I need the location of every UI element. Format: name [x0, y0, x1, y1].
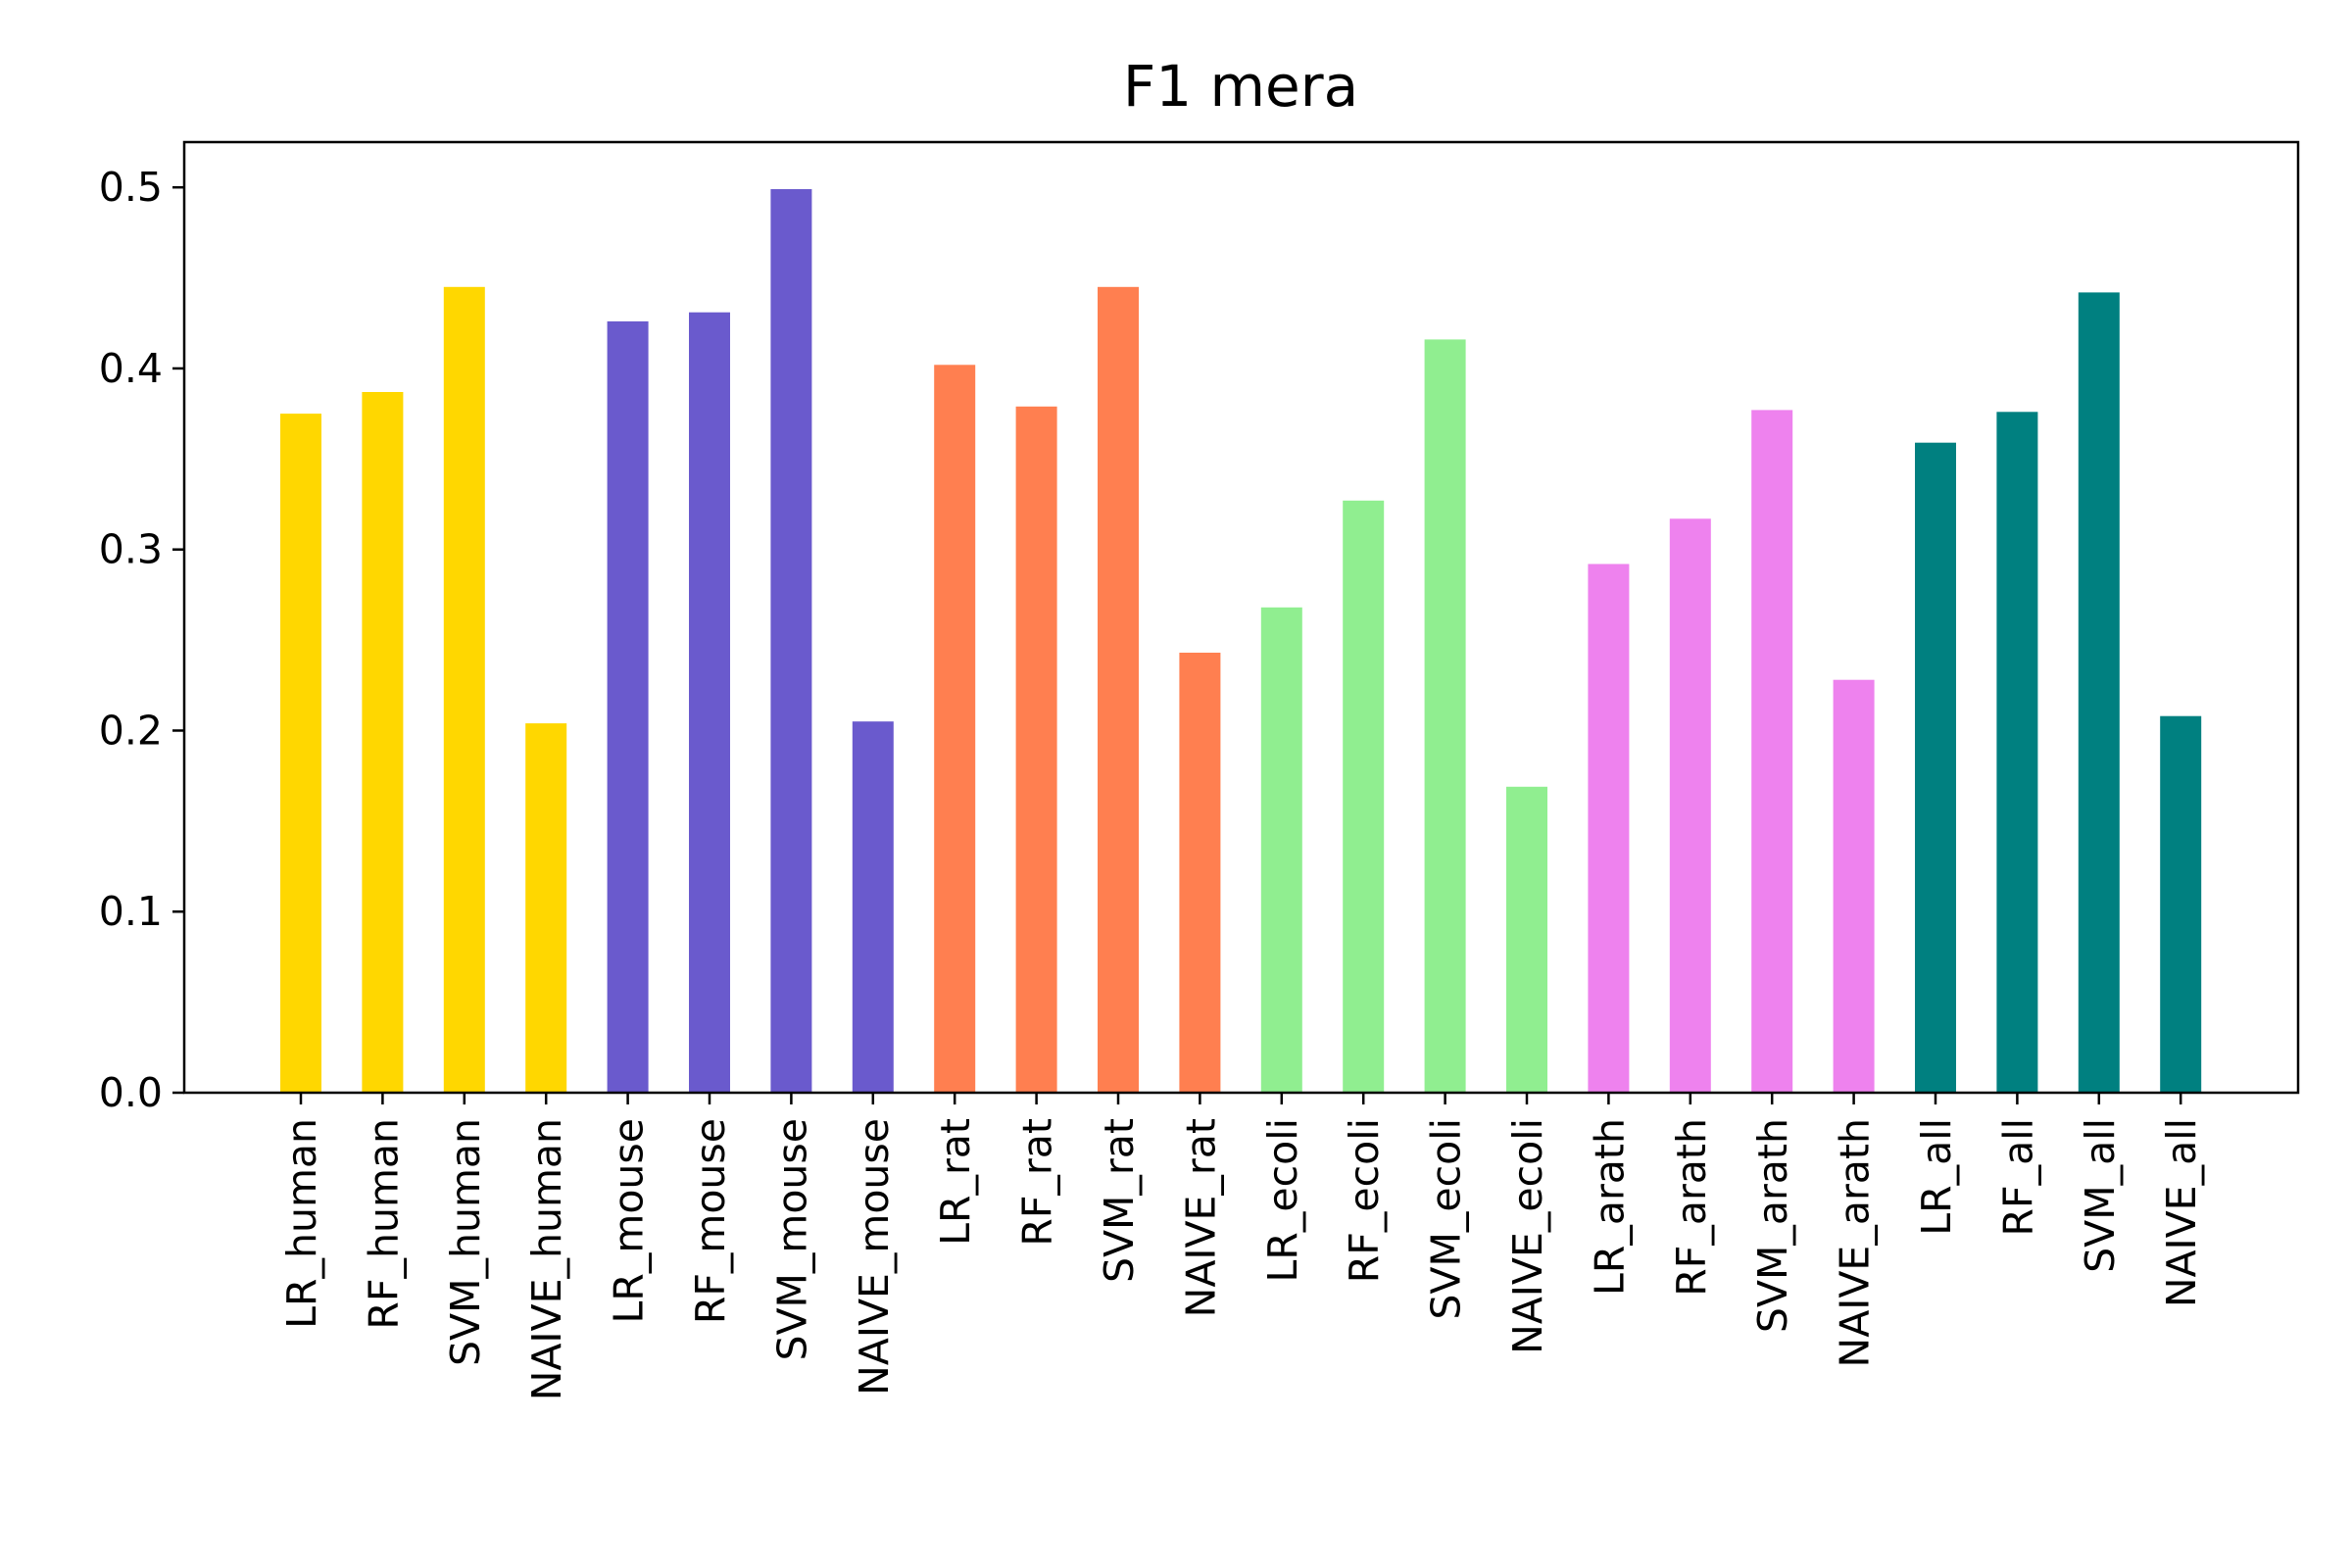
y-tick-label: 0.5: [99, 164, 163, 211]
y-tick-label: 0.2: [99, 707, 163, 754]
bar-naive-mouse: [852, 721, 894, 1093]
bar-rf-rat: [1015, 406, 1057, 1093]
x-tick-label: NAIVE_arath: [1832, 1118, 1879, 1367]
x-tick-label: RF_rat: [1014, 1118, 1061, 1247]
bar-rf-all: [1996, 412, 2038, 1093]
bar-rf-ecoli: [1343, 500, 1385, 1093]
x-tick-label: RF_all: [1994, 1118, 2041, 1236]
plot-frame: [182, 140, 2300, 1095]
y-tick-label: 0.4: [99, 345, 163, 392]
x-tick-label: SVM_arath: [1749, 1118, 1796, 1333]
bars-group: [280, 189, 2202, 1094]
x-tick-label: RF_ecoli: [1341, 1118, 1388, 1283]
bar-lr-human: [280, 414, 321, 1094]
x-tick-label: LR_rat: [932, 1118, 979, 1246]
bar-svm-rat: [1098, 286, 1139, 1093]
bar-lr-mouse: [607, 320, 649, 1093]
bar-rf-arath: [1669, 518, 1711, 1093]
y-tick-label: 0.0: [99, 1069, 163, 1116]
bar-naive-ecoli: [1506, 786, 1547, 1093]
chart-title: F1 mera: [1123, 53, 1358, 120]
y-axis: 0.0 0.1 0.2 0.3 0.4 0.5: [99, 164, 184, 1116]
x-tick-label: SVM_rat: [1096, 1118, 1143, 1283]
x-tick-label: RF_arath: [1668, 1118, 1715, 1297]
bar-svm-arath: [1751, 410, 1793, 1093]
bar-lr-rat: [934, 365, 976, 1093]
bar-svm-all: [2078, 292, 2120, 1093]
x-tick-label: RF_human: [360, 1118, 407, 1330]
bar-rf-mouse: [689, 312, 730, 1093]
bar-lr-ecoli: [1260, 607, 1302, 1093]
x-tick-label: NAIVE_all: [2158, 1118, 2205, 1307]
bar-naive-rat: [1179, 653, 1221, 1093]
bar-lr-arath: [1588, 564, 1630, 1093]
x-tick-label: NAIVE_human: [523, 1118, 570, 1400]
x-tick-label: SVM_all: [2077, 1118, 2124, 1273]
x-tick-label: NAIVE_rat: [1177, 1118, 1224, 1317]
bar-svm-mouse: [770, 189, 812, 1093]
x-tick-label: LR_human: [278, 1118, 325, 1329]
y-tick-label: 0.1: [99, 888, 163, 935]
x-axis: LR_human RF_human SVM_human NAIVE_human LR_m…: [278, 1093, 2205, 1400]
x-tick-label: SVM_human: [442, 1118, 489, 1366]
x-tick-label: NAIVE_mouse: [851, 1118, 898, 1396]
x-tick-label: LR_all: [1913, 1118, 1960, 1236]
x-tick-label: SVM_ecoli: [1423, 1118, 1470, 1320]
x-tick-label: LR_arath: [1586, 1118, 1633, 1296]
bar-lr-all: [1915, 442, 1956, 1093]
bar-svm-ecoli: [1424, 339, 1466, 1093]
bar-rf-human: [362, 392, 404, 1093]
bar-naive-human: [525, 723, 567, 1093]
bar-naive-arath: [1833, 679, 1875, 1093]
x-tick-label: LR_mouse: [606, 1118, 653, 1323]
x-tick-label: NAIVE_ecoli: [1504, 1118, 1551, 1354]
x-tick-label: RF_mouse: [687, 1118, 734, 1324]
y-tick-label: 0.3: [99, 526, 163, 573]
x-tick-label: LR_ecoli: [1259, 1118, 1306, 1282]
bar-naive-all: [2160, 715, 2202, 1093]
bar-svm-human: [443, 286, 485, 1093]
x-tick-label: SVM_mouse: [768, 1118, 815, 1361]
